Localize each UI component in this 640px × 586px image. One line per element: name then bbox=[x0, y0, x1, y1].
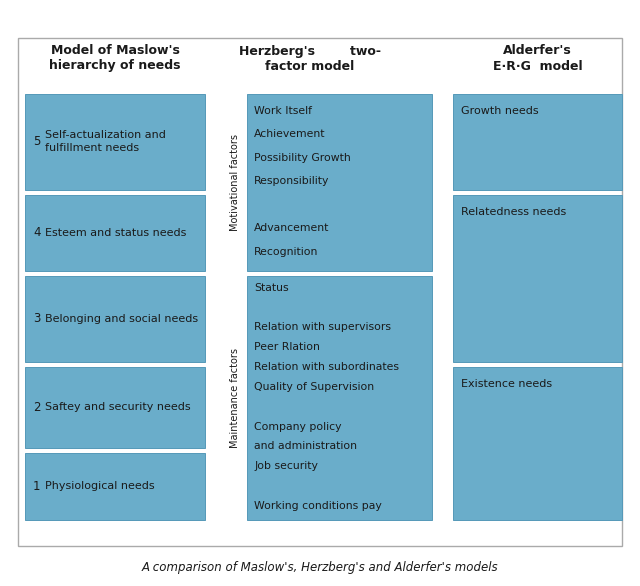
Text: Physiological needs: Physiological needs bbox=[45, 482, 155, 492]
Text: Motivational factors: Motivational factors bbox=[230, 134, 240, 231]
Text: Achievement: Achievement bbox=[254, 129, 326, 139]
Text: Self-actualization and
fulfillment needs: Self-actualization and fulfillment needs bbox=[45, 130, 166, 154]
FancyBboxPatch shape bbox=[25, 195, 205, 271]
Text: factor model: factor model bbox=[266, 60, 355, 73]
Text: Recognition: Recognition bbox=[254, 247, 318, 257]
Text: Existence needs: Existence needs bbox=[461, 379, 552, 389]
Text: Job security: Job security bbox=[254, 461, 318, 471]
Text: Alderfer's: Alderfer's bbox=[503, 45, 572, 57]
Text: Possibility Growth: Possibility Growth bbox=[254, 153, 351, 163]
Text: Quality of Supervision: Quality of Supervision bbox=[254, 382, 374, 392]
Text: 3: 3 bbox=[33, 312, 40, 325]
Text: 5: 5 bbox=[33, 135, 40, 148]
FancyBboxPatch shape bbox=[453, 94, 622, 189]
Text: Responsibility: Responsibility bbox=[254, 176, 330, 186]
Text: Relation with supervisors: Relation with supervisors bbox=[254, 322, 391, 332]
Text: Status: Status bbox=[254, 283, 289, 293]
Text: Advancement: Advancement bbox=[254, 223, 330, 233]
Text: 2: 2 bbox=[33, 401, 40, 414]
FancyBboxPatch shape bbox=[25, 94, 205, 189]
Text: Relation with subordinates: Relation with subordinates bbox=[254, 362, 399, 372]
Text: Model of Maslow's: Model of Maslow's bbox=[51, 45, 179, 57]
Text: 4: 4 bbox=[33, 226, 40, 239]
Text: Growth needs: Growth needs bbox=[461, 106, 539, 116]
Text: hierarchy of needs: hierarchy of needs bbox=[49, 60, 180, 73]
Text: Working conditions pay: Working conditions pay bbox=[254, 501, 381, 511]
Text: Peer Rlation: Peer Rlation bbox=[254, 342, 320, 352]
Text: Herzberg's        two-: Herzberg's two- bbox=[239, 45, 381, 57]
FancyBboxPatch shape bbox=[25, 276, 205, 362]
FancyBboxPatch shape bbox=[18, 38, 622, 546]
Text: Relatedness needs: Relatedness needs bbox=[461, 206, 566, 217]
Text: and administration: and administration bbox=[254, 441, 357, 451]
FancyBboxPatch shape bbox=[453, 367, 622, 520]
Text: E·R·G  model: E·R·G model bbox=[493, 60, 582, 73]
Text: Work Itself: Work Itself bbox=[254, 105, 312, 115]
Text: Saftey and security needs: Saftey and security needs bbox=[45, 403, 191, 413]
Text: A comparison of Maslow's, Herzberg's and Alderfer's models: A comparison of Maslow's, Herzberg's and… bbox=[141, 561, 499, 574]
Text: Company policy: Company policy bbox=[254, 422, 342, 432]
Text: Maintenance factors: Maintenance factors bbox=[230, 348, 240, 448]
FancyBboxPatch shape bbox=[25, 367, 205, 448]
Text: Belonging and social needs: Belonging and social needs bbox=[45, 314, 198, 324]
FancyBboxPatch shape bbox=[247, 276, 432, 520]
Text: Esteem and status needs: Esteem and status needs bbox=[45, 228, 186, 238]
Text: 1: 1 bbox=[33, 480, 40, 493]
FancyBboxPatch shape bbox=[25, 453, 205, 520]
FancyBboxPatch shape bbox=[247, 94, 432, 271]
FancyBboxPatch shape bbox=[453, 195, 622, 362]
